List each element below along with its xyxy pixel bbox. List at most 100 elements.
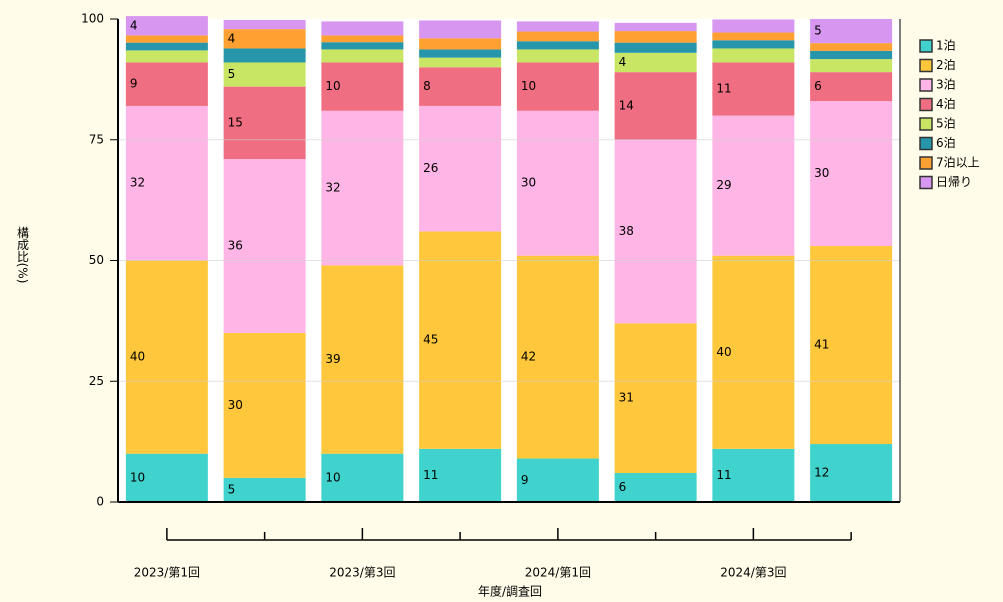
- data-label: 38: [619, 224, 634, 238]
- data-label: 10: [521, 79, 536, 93]
- legend-label: 6泊: [936, 136, 956, 150]
- data-label: 5: [814, 24, 822, 38]
- data-label: 36: [228, 239, 243, 253]
- bar-segment: [614, 139, 697, 324]
- data-label: 32: [130, 176, 145, 190]
- data-label: 26: [423, 161, 438, 175]
- bar-segment: [516, 458, 599, 502]
- data-label: 40: [130, 350, 145, 364]
- data-label: 30: [814, 166, 829, 180]
- legend-swatch: [919, 175, 933, 190]
- y-tick-label: 75: [89, 132, 104, 146]
- x-tick-label: 2023/第3回: [329, 566, 395, 580]
- data-label: 39: [325, 352, 340, 366]
- bar-segment: [810, 19, 893, 44]
- bar-segment: [810, 101, 893, 247]
- legend-swatch: [919, 39, 933, 53]
- bar-segment: [223, 86, 306, 160]
- bar-segment: [516, 21, 599, 32]
- data-label: 4: [619, 55, 627, 69]
- bar-segment: [516, 110, 599, 256]
- bar-segment: [223, 19, 306, 30]
- legend-swatch: [919, 117, 933, 131]
- bar-segment: [125, 62, 208, 106]
- bar-segment: [321, 21, 404, 36]
- data-label: 41: [814, 338, 829, 352]
- y-tick-label: 25: [89, 374, 104, 388]
- bar-segment: [125, 105, 208, 261]
- data-label: 11: [716, 468, 731, 482]
- x-axis-label: 年度/調査回: [478, 584, 542, 599]
- bar-segment: [810, 444, 893, 502]
- x-tick-label: 2024/第1回: [525, 566, 591, 580]
- bar-segment: [223, 159, 306, 333]
- bar-segment: [614, 52, 697, 73]
- data-label: 5: [228, 67, 236, 81]
- y-tick-label: 100: [81, 12, 104, 26]
- bar-segment: [810, 72, 893, 102]
- x-tick-label: 2024/第3回: [720, 566, 786, 580]
- bar-segment: [614, 22, 697, 32]
- bar-segment: [516, 62, 599, 111]
- data-label: 14: [619, 98, 634, 112]
- y-tick-label: 50: [89, 253, 104, 267]
- bar-segment: [419, 49, 502, 58]
- bar-segment: [516, 31, 599, 42]
- legend-label: 7泊以上: [936, 156, 980, 170]
- bar-segment: [321, 110, 404, 266]
- bar-segment: [712, 62, 795, 116]
- data-label: 9: [130, 77, 138, 91]
- data-label: 45: [423, 333, 438, 347]
- bar-segment: [810, 43, 893, 51]
- data-label: 15: [228, 115, 243, 129]
- data-label: 11: [423, 468, 438, 482]
- bar-segment: [614, 72, 697, 140]
- bar-segment: [125, 260, 208, 454]
- bar-segment: [223, 48, 306, 63]
- bar-segment: [516, 49, 599, 63]
- data-label: 30: [521, 176, 536, 190]
- legend-label: 日帰り: [936, 175, 972, 189]
- bar-segment: [712, 255, 795, 449]
- bar-segment: [614, 31, 697, 43]
- bar-segment: [516, 255, 599, 459]
- bar-segment: [321, 453, 404, 502]
- bar-segment: [712, 40, 795, 49]
- data-label: 32: [325, 181, 340, 195]
- bar-segment: [321, 35, 404, 43]
- legend-label: 2泊: [936, 58, 956, 72]
- bar-segment: [125, 50, 208, 63]
- legend-swatch: [919, 136, 933, 151]
- data-label: 42: [521, 350, 536, 364]
- bar-segment: [321, 62, 404, 111]
- legend-label: 1泊: [936, 39, 956, 53]
- bar-segment: [614, 42, 697, 53]
- bar-segment: [419, 57, 502, 68]
- x-tick-label: 2023/第1回: [134, 566, 200, 580]
- data-label: 8: [423, 79, 431, 93]
- bar-segment: [223, 62, 306, 87]
- data-label: 29: [716, 178, 731, 192]
- data-label: 4: [228, 31, 236, 45]
- bar-segment: [321, 42, 404, 50]
- legend-swatch: [919, 97, 933, 112]
- bar-segment: [419, 67, 502, 106]
- bar-segment: [712, 19, 795, 33]
- bar-segment: [419, 105, 502, 232]
- data-label: 10: [325, 470, 340, 484]
- data-label: 30: [228, 398, 243, 412]
- data-label: 9: [521, 473, 529, 487]
- bar-segment: [712, 32, 795, 41]
- bar-segment: [614, 473, 697, 502]
- bar-segment: [125, 42, 208, 51]
- bar-segment: [712, 115, 795, 256]
- data-label: 10: [325, 79, 340, 93]
- bar-segment: [810, 59, 893, 73]
- bar-segment: [516, 41, 599, 50]
- bar-segment: [419, 448, 502, 502]
- bar-segment: [125, 35, 208, 43]
- bar-segment: [419, 231, 502, 449]
- data-label: 5: [228, 482, 236, 496]
- bar-segment: [223, 332, 306, 478]
